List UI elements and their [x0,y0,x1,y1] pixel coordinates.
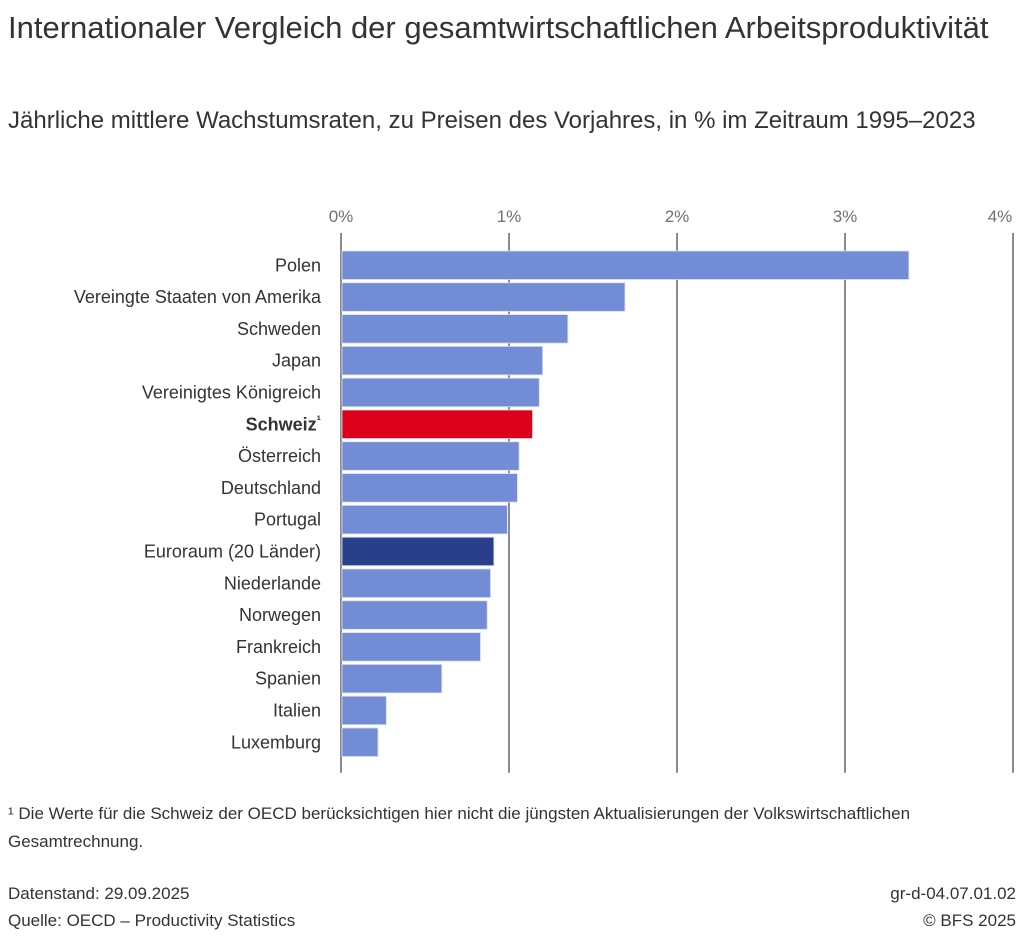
category-label: Polen [275,255,321,275]
footnote-marker: ¹ [317,412,321,427]
bar [341,536,495,567]
x-axis-ticks: 0% 1% 2% 3% 4% [329,207,1013,226]
bar [341,314,569,344]
bar [341,568,491,598]
bar [341,504,508,535]
x-tick-label: 2% [665,207,690,226]
x-tick-label: 3% [833,207,858,226]
x-tick-label: 1% [497,207,522,226]
category-label: Luxemburg [231,732,321,752]
bars [341,250,910,757]
category-label: Euroraum (20 Länder) [144,541,321,561]
x-tick-label: 4% [988,207,1013,226]
bar [341,600,488,630]
category-labels: Polen Vereingte Staaten von Amerika Schwed… [74,255,322,752]
bar [341,727,379,757]
bar [341,282,626,312]
category-label: Italien [273,700,321,720]
category-label: Deutschland [221,478,321,498]
source: Quelle: OECD – Productivity Statistics [8,911,296,930]
category-label: Vereingte Staaten von Amerika [74,287,322,307]
category-label: Portugal [254,510,321,530]
category-label: Schweden [237,319,321,339]
copyright: © BFS 2025 [923,911,1016,930]
category-label: Spanien [255,669,321,689]
chart-title: Internationaler Vergleich der gesamtwirt… [8,10,989,45]
bar [341,441,520,471]
bar [341,377,540,408]
bar [341,250,910,280]
bar [341,632,481,662]
chart-code: gr-d-04.07.01.02 [890,884,1016,903]
bar [341,345,544,376]
category-label: Japan [272,351,321,371]
data-date: Datenstand: 29.09.2025 [8,884,190,903]
bar [341,473,518,503]
category-label: Schweiz¹ [246,412,321,434]
bar-chart: 0% 1% 2% 3% 4% Polen Vereingte Staaten von Am… [74,207,1014,773]
bar [341,409,533,439]
category-label: Frankreich [236,637,321,657]
category-label: Österreich [238,446,321,466]
bar [341,695,387,726]
chart-subtitle: Jährliche mittlere Wachstumsraten, zu Pr… [8,107,976,134]
footnote: ¹ Die Werte für die Schweiz der OECD ber… [8,804,911,851]
x-tick-label: 0% [329,207,354,226]
bar [341,663,443,694]
category-label: Vereinigtes Königreich [142,382,321,402]
category-label: Norwegen [239,605,321,625]
category-label: Niederlande [224,573,321,593]
